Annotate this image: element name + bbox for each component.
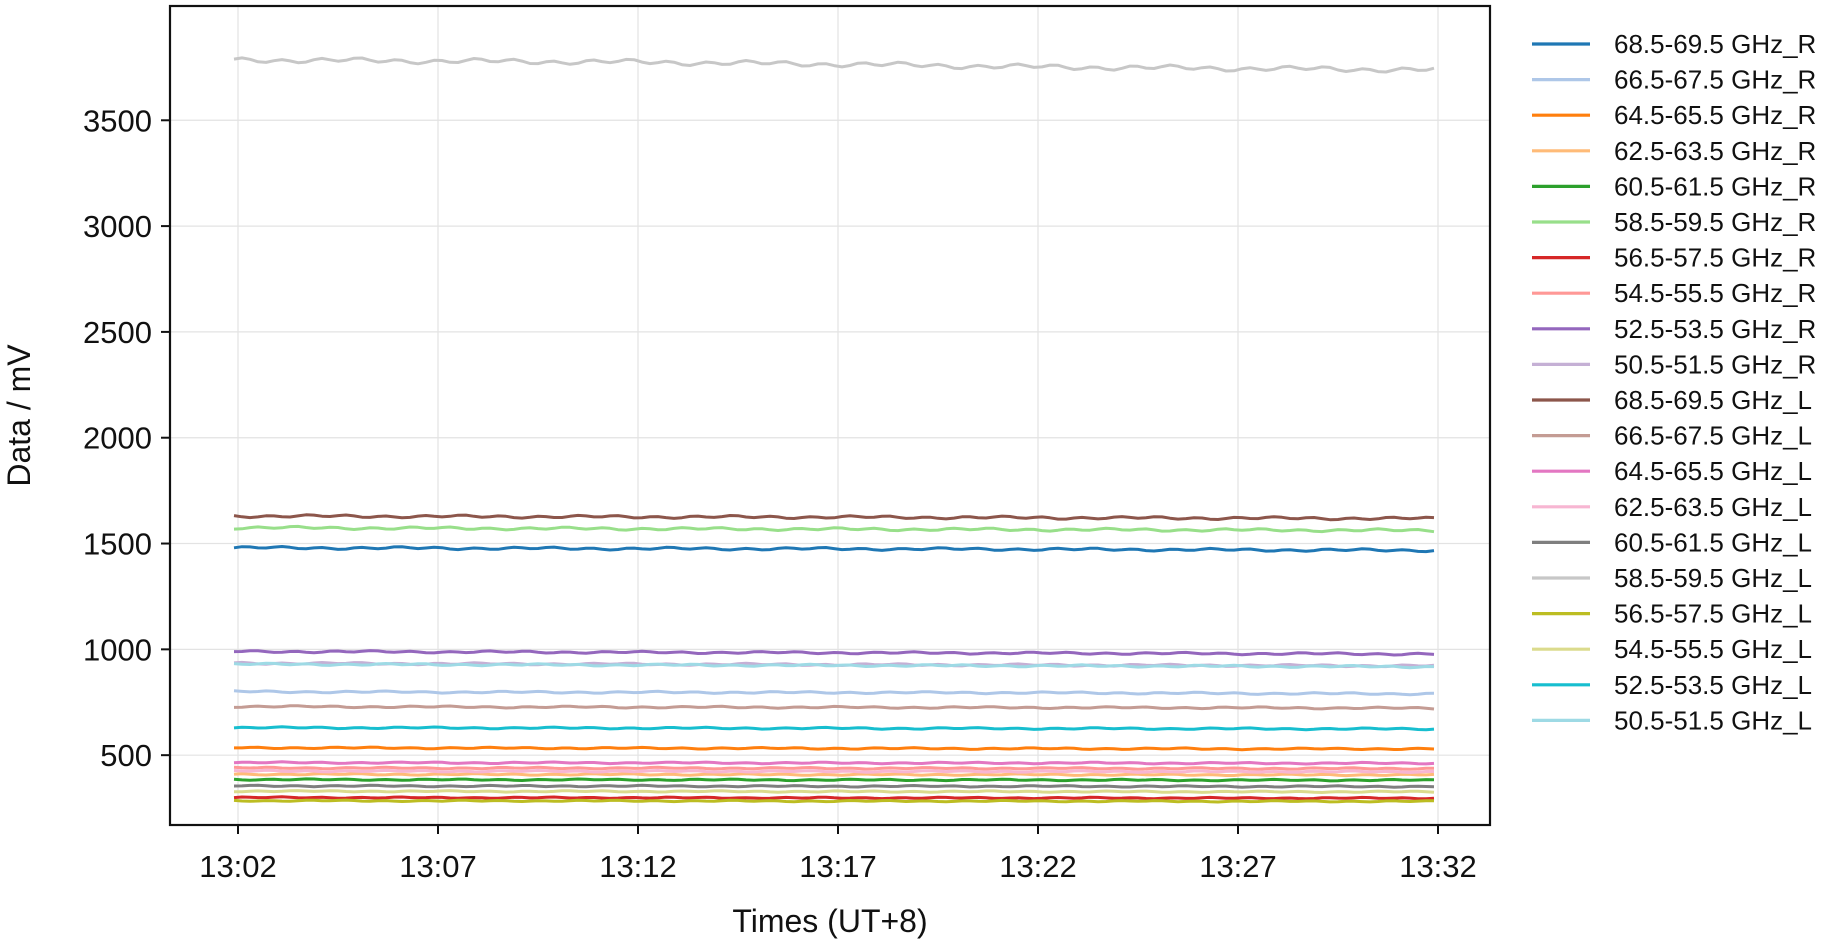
x-tick-label: 13:07 [399, 849, 477, 884]
y-tick-label: 3500 [83, 103, 152, 138]
legend-label: 64.5-65.5 GHz_R [1614, 100, 1816, 130]
legend-label: 50.5-51.5 GHz_R [1614, 349, 1816, 379]
series-line [233, 777, 1435, 783]
legend-label: 62.5-63.5 GHz_L [1614, 492, 1812, 522]
y-tick-label: 1000 [83, 632, 152, 667]
legend-label: 58.5-59.5 GHz_R [1614, 207, 1816, 237]
y-tick-label: 2500 [83, 315, 152, 350]
series-line [233, 524, 1435, 534]
legend-label: 62.5-63.5 GHz_R [1614, 136, 1816, 166]
axis-ticks: 13:02 13:07 13:12 13:17 13:22 13:27 13:32 500 10… [83, 103, 1477, 884]
x-tick-label: 13:12 [599, 849, 677, 884]
series-line [233, 772, 1435, 778]
legend-label: 58.5-59.5 GHz_L [1614, 563, 1812, 593]
x-tick-label: 13:27 [1199, 849, 1277, 884]
series-line [233, 689, 1435, 697]
series-line [233, 760, 1435, 766]
legend-label: 66.5-67.5 GHz_R [1614, 65, 1816, 95]
legend-label: 52.5-53.5 GHz_R [1614, 314, 1816, 344]
series-line [233, 768, 1434, 774]
legend-label: 50.5-51.5 GHz_L [1614, 705, 1812, 735]
legend-label: 60.5-61.5 GHz_L [1614, 527, 1812, 557]
legend-label: 60.5-61.5 GHz_R [1614, 171, 1816, 201]
series-line [233, 725, 1435, 732]
series-line [233, 649, 1435, 657]
legend-label: 54.5-55.5 GHz_L [1614, 634, 1812, 664]
x-axis-title: Times (UT+8) [732, 903, 927, 939]
series-line [233, 795, 1435, 801]
legend-label: 66.5-67.5 GHz_L [1614, 421, 1812, 451]
x-tick-label: 13:17 [799, 849, 877, 884]
legend-label: 56.5-57.5 GHz_L [1614, 599, 1812, 629]
plot-frame [168, 4, 1492, 827]
y-tick-label: 3000 [83, 209, 152, 244]
legend-label: 68.5-69.5 GHz_R [1614, 29, 1816, 59]
series-line [233, 765, 1434, 771]
series-line [233, 789, 1435, 794]
series-line [233, 545, 1435, 554]
series-lines [233, 56, 1435, 804]
y-tick-label: 1500 [83, 527, 152, 562]
y-tick-label: 2000 [83, 421, 152, 456]
y-axis-title: Data / mV [1, 344, 37, 487]
x-tick-label: 13:32 [1399, 849, 1477, 884]
legend-label: 64.5-65.5 GHz_L [1614, 456, 1812, 486]
series-line [233, 661, 1435, 670]
legend-label: 54.5-55.5 GHz_R [1614, 278, 1816, 308]
y-tick-label: 500 [100, 738, 152, 773]
grid-lines [170, 6, 1490, 825]
series-line [233, 783, 1435, 789]
series-line [233, 798, 1435, 804]
x-tick-label: 13:22 [999, 849, 1077, 884]
series-line [233, 513, 1435, 522]
legend: 68.5-69.5 GHz_R 66.5-67.5 GHz_R 64.5-65.5 … [1532, 29, 1816, 735]
series-line [234, 745, 1435, 752]
legend-label: 56.5-57.5 GHz_R [1614, 243, 1816, 273]
legend-label: 68.5-69.5 GHz_L [1614, 385, 1812, 415]
x-tick-label: 13:02 [199, 849, 277, 884]
series-line [233, 704, 1435, 711]
series-line [233, 56, 1435, 74]
legend-label: 52.5-53.5 GHz_L [1614, 670, 1812, 700]
